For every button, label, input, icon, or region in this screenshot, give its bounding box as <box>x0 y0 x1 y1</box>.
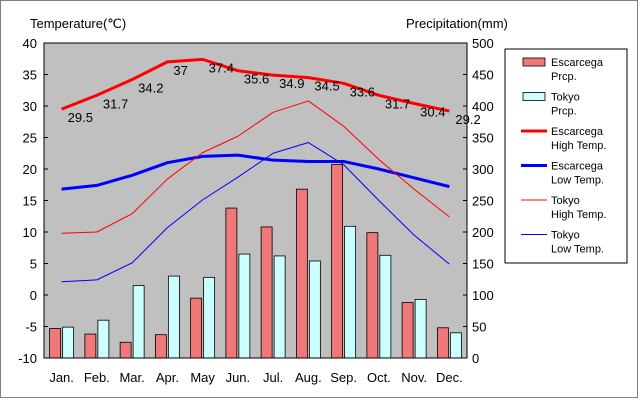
left-tick-label: 10 <box>23 225 37 240</box>
right-tick-label: 400 <box>472 99 494 114</box>
bar-escarcega-prcp <box>331 164 344 359</box>
legend-escarcega-low-label: Escarcega Low Temp. <box>551 161 604 187</box>
bar-tokyo-prcp <box>203 276 216 359</box>
legend-tokyo-high-label: Tokyo High Temp. <box>551 195 606 221</box>
right-tick-label: 300 <box>472 162 494 177</box>
bar-escarcega-prcp <box>154 334 167 359</box>
bar-tokyo-prcp <box>449 332 462 359</box>
x-tick-label: Mar. <box>119 370 144 385</box>
axes-group: 4035302520151050-5-105004504003503002502… <box>18 36 494 385</box>
bar-tokyo-prcp <box>62 326 75 359</box>
data-label-escarcega-high: 37.4 <box>209 60 234 75</box>
bar-escarcega-prcp <box>49 327 62 359</box>
x-tick-label: Jan. <box>49 370 74 385</box>
bar-escarcega-prcp <box>84 333 97 359</box>
legend-box <box>504 48 628 264</box>
data-label-escarcega-high: 34.5 <box>314 79 339 94</box>
right-tick-label: 150 <box>472 257 494 272</box>
tokyo-high-line <box>61 100 450 234</box>
legend-escarcega-prcp-label: Escarcega Prcp. <box>551 57 604 83</box>
legend-tokyo-prcp-swatch <box>522 92 546 101</box>
bar-tokyo-prcp <box>167 275 180 359</box>
data-label-escarcega-high: 29.2 <box>455 112 480 127</box>
x-tick-label: Oct. <box>367 370 391 385</box>
x-tick-label: Jun. <box>226 370 251 385</box>
legend-tokyo-prcp-label: Tokyo Prcp. <box>551 92 580 118</box>
lines-group <box>61 57 450 283</box>
plot-background <box>44 43 467 358</box>
tokyo-low-line <box>61 142 450 283</box>
x-tick-label: Aug. <box>295 370 322 385</box>
bar-escarcega-prcp <box>401 302 414 359</box>
right-tick-label: 50 <box>472 320 486 335</box>
legend-escarcega-high-label: Escarcega High Temp. <box>551 126 606 152</box>
x-tick-label: Feb. <box>84 370 110 385</box>
x-tick-label: Apr. <box>156 370 179 385</box>
bar-escarcega-prcp <box>295 188 308 359</box>
bar-tokyo-prcp <box>414 299 427 359</box>
bar-tokyo-prcp <box>132 285 145 359</box>
bar-escarcega-prcp <box>436 327 449 359</box>
left-tick-label: 40 <box>23 36 37 51</box>
data-label-escarcega-high: 37 <box>173 63 187 78</box>
bar-tokyo-prcp <box>97 319 110 359</box>
data-labels-group: 29.5 31.7 34.2 37 37.4 35.6 34.9 34.5 33.6 31.7 30… <box>68 60 481 127</box>
left-tick-label: 15 <box>23 194 37 209</box>
bar-escarcega-prcp <box>190 297 203 359</box>
bar-tokyo-prcp <box>273 255 286 359</box>
right-tick-label: 350 <box>472 131 494 146</box>
data-label-escarcega-high: 30.4 <box>420 104 445 119</box>
data-label-escarcega-high: 31.7 <box>385 96 410 111</box>
right-tick-label: 0 <box>472 351 479 366</box>
left-tick-label: 30 <box>23 99 37 114</box>
bars-group <box>49 164 462 359</box>
left-tick-label: -10 <box>18 351 37 366</box>
data-label-escarcega-high: 33.6 <box>350 84 375 99</box>
data-label-escarcega-high: 34.2 <box>138 81 163 96</box>
right-tick-label: 500 <box>472 36 494 51</box>
legend-escarcega-prcp-swatch <box>522 57 546 67</box>
x-tick-label: Jul. <box>263 370 283 385</box>
left-tick-label: 25 <box>23 131 37 146</box>
data-label-escarcega-high: 31.7 <box>103 96 128 111</box>
bar-tokyo-prcp <box>379 254 392 359</box>
bar-escarcega-prcp <box>260 226 273 359</box>
right-tick-label: 200 <box>472 225 494 240</box>
plot-area <box>44 43 467 358</box>
x-tick-label: Nov. <box>401 370 427 385</box>
right-tick-label: 250 <box>472 194 494 209</box>
bar-tokyo-prcp <box>308 260 321 359</box>
left-tick-label: 35 <box>23 68 37 83</box>
escarcega-high-line <box>61 57 450 113</box>
data-label-escarcega-high: 34.9 <box>279 76 304 91</box>
bar-escarcega-prcp <box>119 341 132 359</box>
x-tick-label: Dec. <box>436 370 463 385</box>
left-axis-title: Temperature(℃) <box>30 16 126 31</box>
legend: Escarcega Prcp. Tokyo Prcp. Escarcega High Te… <box>504 48 628 264</box>
bar-tokyo-prcp <box>238 253 251 359</box>
data-label-escarcega-high: 29.5 <box>68 110 93 125</box>
legend-tokyo-low-label: Tokyo Low Temp. <box>551 230 604 256</box>
bar-escarcega-prcp <box>366 232 379 359</box>
escarcega-low-line <box>61 153 450 191</box>
left-tick-label: 20 <box>23 162 37 177</box>
bar-escarcega-prcp <box>225 207 238 359</box>
x-tick-label: Sep. <box>330 370 357 385</box>
left-tick-label: 5 <box>30 257 37 272</box>
bar-tokyo-prcp <box>344 225 357 359</box>
x-tick-label: May <box>190 370 215 385</box>
left-tick-label: 0 <box>30 288 37 303</box>
data-label-escarcega-high: 35.6 <box>244 72 269 87</box>
right-axis-title: Precipitation(mm) <box>406 16 508 31</box>
right-tick-label: 450 <box>472 68 494 83</box>
left-tick-label: -5 <box>25 320 37 335</box>
right-tick-label: 100 <box>472 288 494 303</box>
